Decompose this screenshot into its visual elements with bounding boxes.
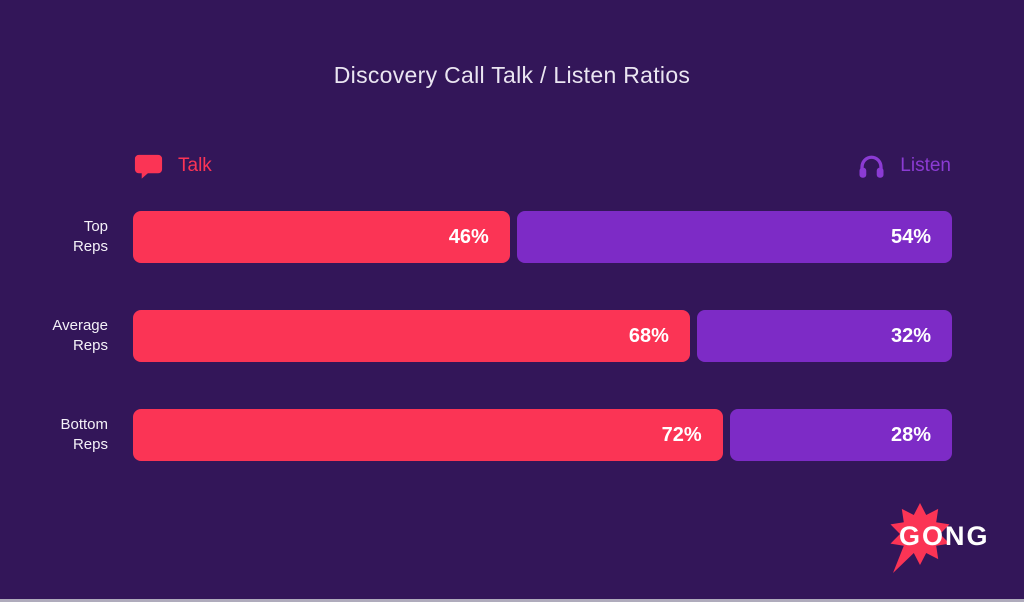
legend-talk: Talk [133, 150, 212, 181]
talk-value-label: 72% [661, 423, 702, 446]
talk-bar-segment: 68% [133, 310, 690, 362]
legend-talk-label: Talk [178, 154, 212, 176]
legend-listen-label: Listen [900, 154, 951, 176]
bottom-strip [0, 599, 1024, 602]
logo-burst-icon [890, 503, 950, 573]
listen-value-label: 32% [890, 324, 931, 347]
legend-listen: Listen [856, 150, 951, 181]
talk-bar-segment: 46% [133, 211, 510, 263]
chart-title: Discovery Call Talk / Listen Ratios [333, 62, 691, 88]
logo-text: GONG [899, 521, 990, 551]
talk-bar-segment: 72% [133, 409, 723, 461]
category-label: Bottom Reps [60, 416, 108, 453]
listen-value-label: 28% [890, 423, 931, 446]
category-label: Average Reps [52, 317, 108, 354]
headphones-icon [859, 155, 884, 178]
chart-row: Average Reps 68% 32% [0, 310, 952, 362]
bar-group: 46% 54% [133, 211, 952, 263]
speech-bubble-icon [134, 154, 163, 179]
gong-logo: GONG [890, 503, 990, 573]
category-label: Top Reps [72, 218, 108, 255]
bar-group: 72% 28% [133, 409, 952, 461]
chart-row: Top Reps 46% 54% [0, 211, 952, 263]
bar-group: 68% 32% [133, 310, 952, 362]
listen-bar-segment: 54% [516, 211, 952, 263]
listen-bar-segment: 28% [729, 409, 952, 461]
listen-value-label: 54% [890, 225, 931, 248]
chart-row: Bottom Reps 72% 28% [0, 409, 952, 461]
talk-value-label: 46% [448, 225, 489, 248]
listen-bar-segment: 32% [696, 310, 952, 362]
talk-value-label: 68% [628, 324, 669, 347]
chart-rows: Top Reps 46% 54% Average Reps 68% 32% Bottom Reps… [0, 211, 952, 508]
